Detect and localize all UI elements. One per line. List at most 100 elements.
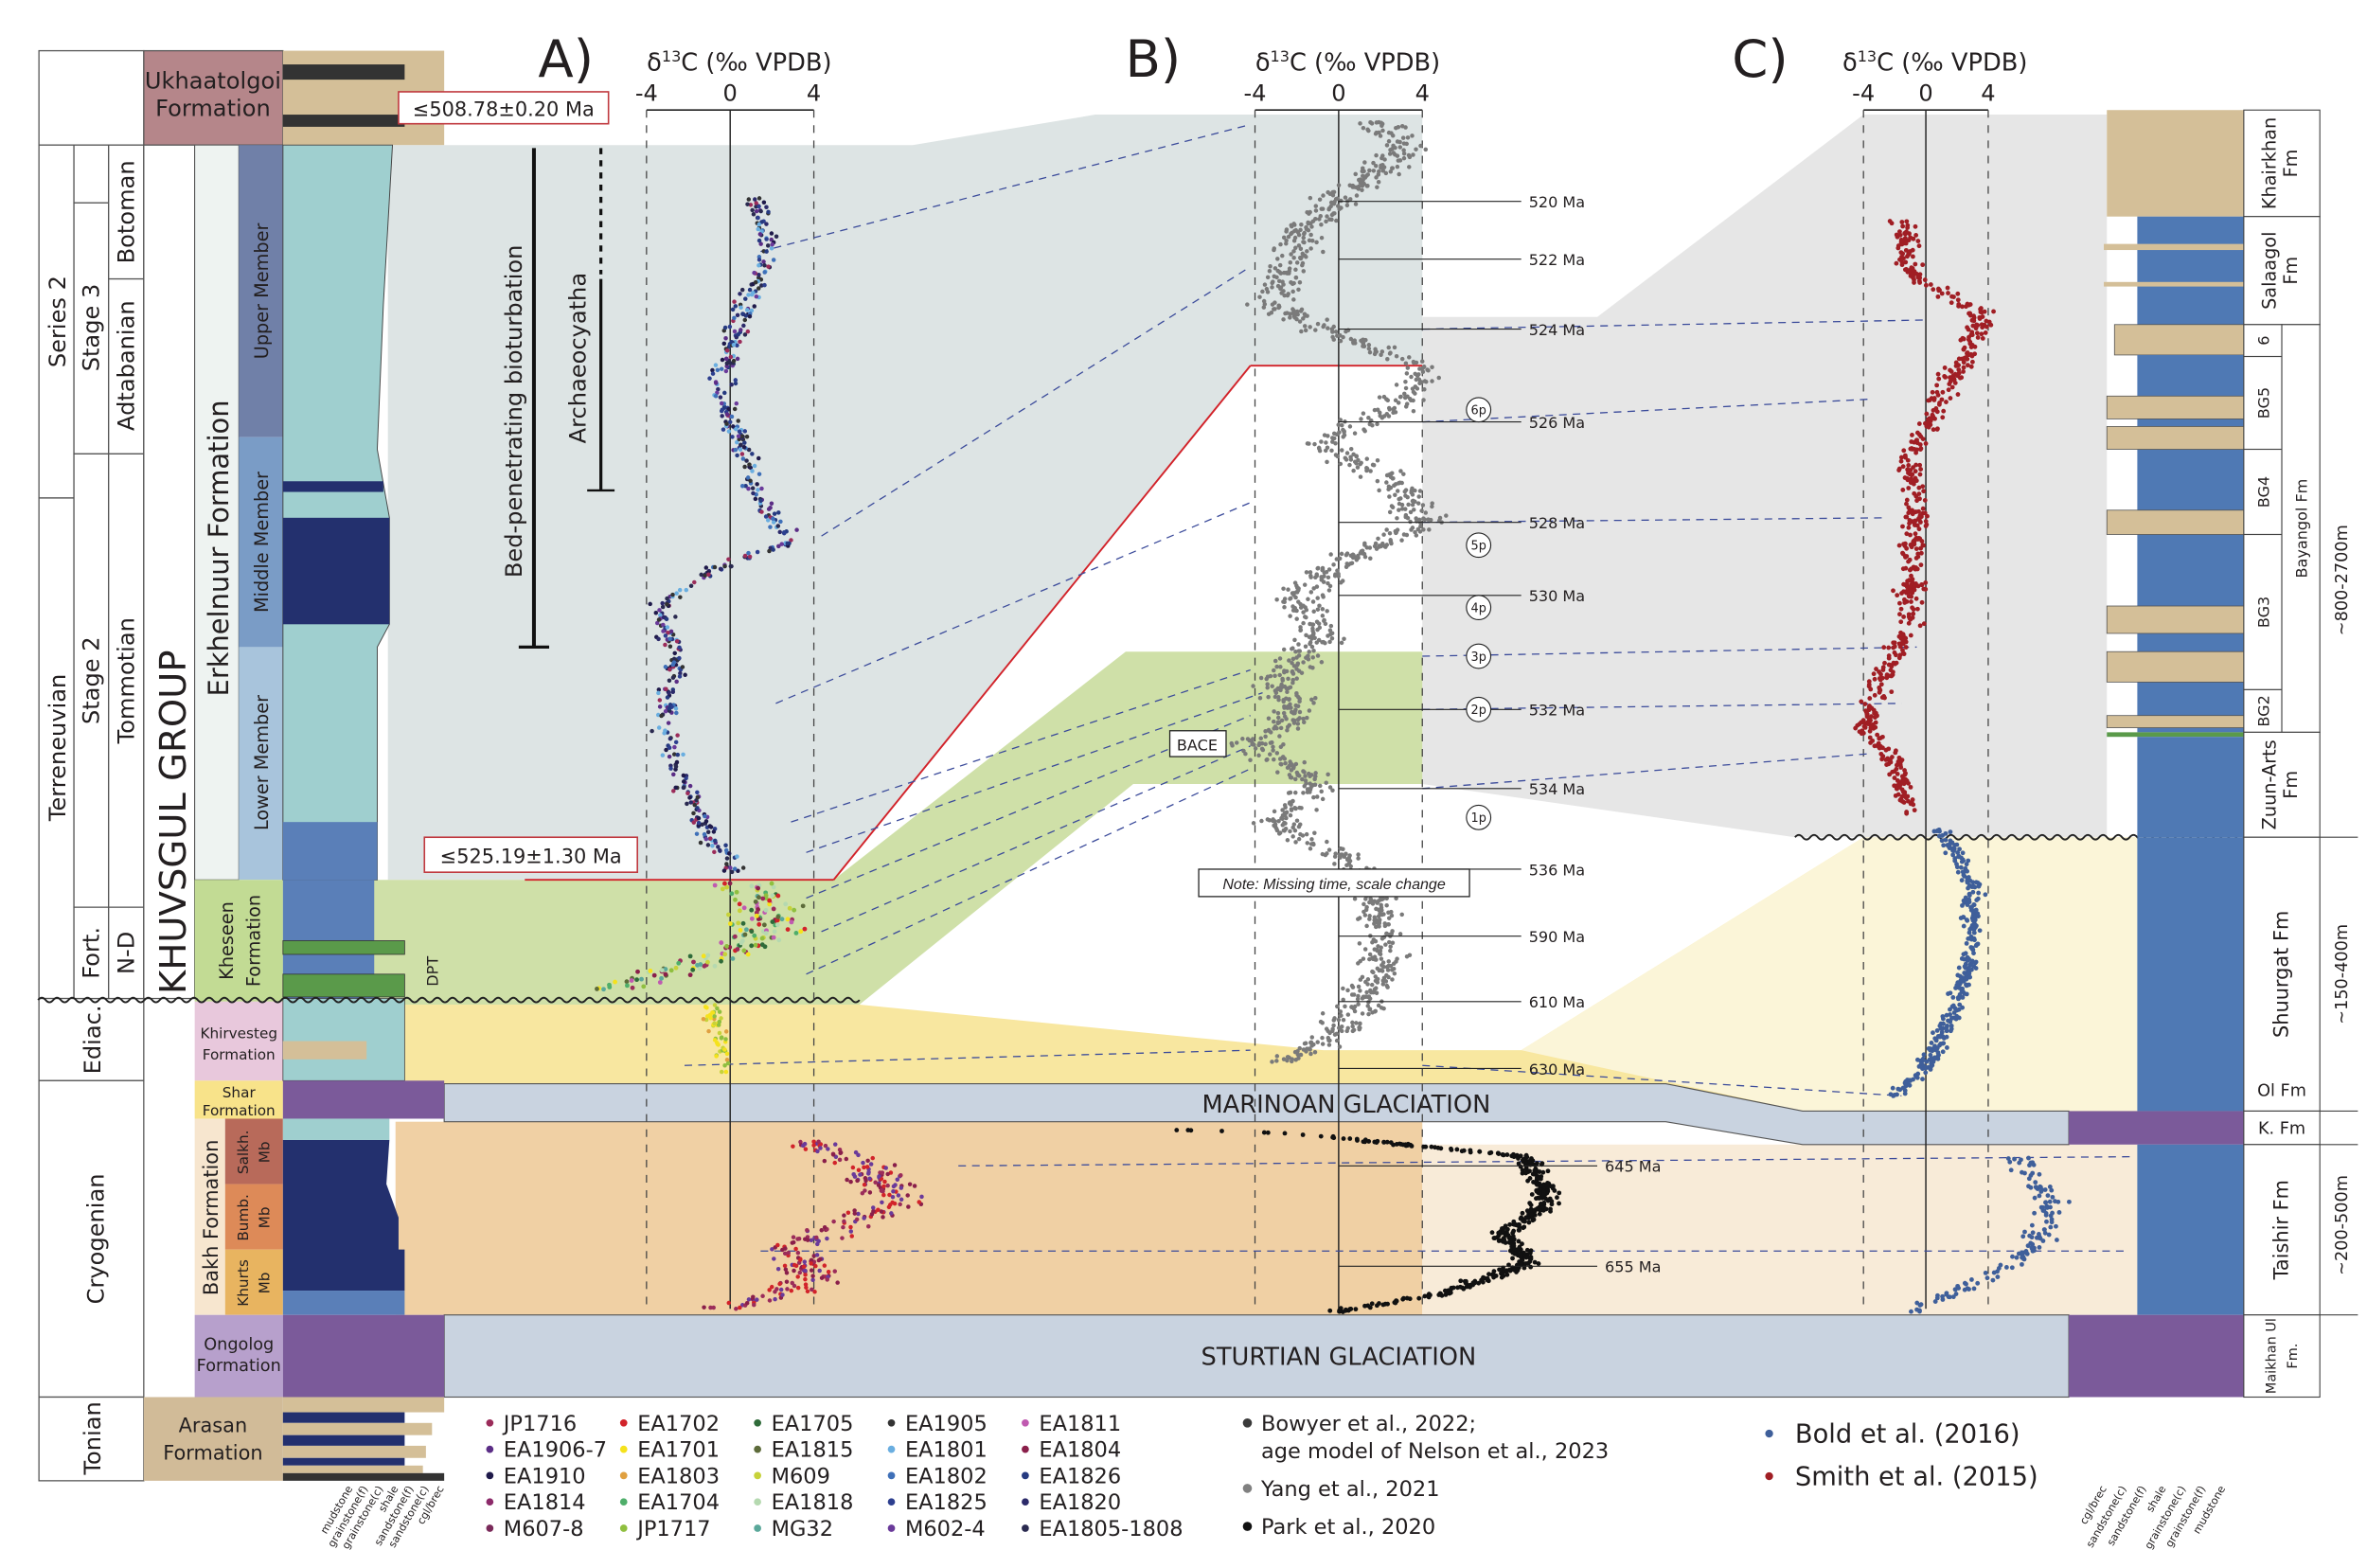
bold-data-point — [1995, 1274, 2001, 1279]
smith-data-point — [1967, 339, 1973, 345]
yang-data-point — [1367, 914, 1372, 918]
yang-data-point — [1290, 762, 1294, 767]
sample-data-point — [732, 406, 738, 412]
yang-data-point — [1293, 840, 1298, 845]
sample-data-point — [726, 912, 731, 918]
smith-data-point — [1904, 475, 1910, 481]
yang-data-point — [1320, 796, 1326, 802]
yang-data-point — [1284, 668, 1290, 674]
yang-data-point — [1297, 805, 1302, 811]
axis-title-rest: C (‰ VPDB) — [1290, 48, 1440, 77]
smith-data-point — [1899, 220, 1905, 224]
terreneuvian-label: Terreneuvian — [44, 674, 71, 822]
legend-marker — [887, 1471, 896, 1480]
bold-data-point — [2054, 1238, 2059, 1242]
bold-data-point — [1971, 930, 1977, 935]
yang-data-point — [1314, 640, 1319, 645]
sample-data-point — [756, 921, 762, 927]
yang-data-point — [1309, 697, 1314, 703]
yang-data-point — [1240, 737, 1245, 741]
sample-data-point — [759, 486, 764, 491]
park-data-point — [1518, 1247, 1523, 1253]
yang-data-point — [1339, 1013, 1344, 1018]
yang-data-point — [1403, 361, 1409, 366]
sample-data-point — [856, 1167, 862, 1173]
yang-data-point — [1251, 821, 1256, 826]
sample-data-point — [816, 1238, 821, 1244]
sample-data-point — [745, 329, 751, 334]
smith-data-point — [1901, 597, 1907, 602]
yang-data-point — [1335, 204, 1341, 208]
yang-data-point — [1278, 241, 1283, 247]
yang-data-point — [1419, 508, 1424, 513]
bold-data-point — [1969, 967, 1974, 972]
yang-data-point — [1413, 529, 1417, 535]
yang-data-point — [1390, 476, 1396, 481]
bold-data-point — [1970, 889, 1976, 895]
park-data-point — [1504, 1268, 1509, 1274]
yang-data-point — [1286, 764, 1291, 770]
park-data-point — [1516, 1227, 1522, 1233]
yang-data-point — [1377, 395, 1382, 400]
sample-data-point — [755, 549, 760, 555]
park-data-point — [1547, 1196, 1553, 1202]
fort-cell — [73, 906, 110, 1000]
sample-data-point — [684, 587, 689, 593]
yang-data-point — [1406, 152, 1412, 158]
smith-data-point — [1898, 458, 1904, 464]
yang-data-point — [1308, 846, 1313, 851]
smith-data-point — [1946, 387, 1951, 393]
smith-data-point — [1917, 442, 1923, 447]
yang-data-point — [1374, 546, 1379, 551]
park-data-point — [1523, 1215, 1529, 1221]
smith-data-point — [1927, 416, 1932, 421]
park-data-point — [1510, 1234, 1516, 1239]
sample-data-point — [880, 1170, 885, 1175]
yang-data-point — [1408, 509, 1414, 515]
sample-data-point — [748, 203, 754, 207]
smith-data-point — [1896, 655, 1902, 661]
left-lithology-key: mudstonegrainstone(f)grainstone(c)shales… — [318, 1484, 447, 1552]
sample-data-point — [786, 1250, 791, 1256]
legend-item: EA1815 — [754, 1438, 853, 1463]
smith-data-point — [1916, 243, 1922, 249]
sample-data-point — [744, 1300, 750, 1306]
yang-data-point — [1287, 697, 1291, 702]
sample-data-point — [891, 1184, 897, 1189]
yang-data-point — [1327, 217, 1332, 223]
yang-data-point — [1378, 952, 1382, 956]
tonian-cell — [38, 1396, 145, 1482]
age-label: 645 Ma — [1605, 1158, 1661, 1176]
panel-b-tick-label: 0 — [1331, 80, 1345, 107]
lower-member-cell — [239, 647, 283, 881]
left-lithology-column — [282, 50, 445, 1481]
sample-data-point — [766, 507, 772, 511]
sample-data-point — [641, 984, 647, 989]
smith-data-point — [1911, 274, 1915, 279]
yang-data-point — [1265, 817, 1271, 822]
yang-data-point — [1403, 379, 1408, 384]
sample-data-point — [683, 672, 687, 678]
sample-data-point — [716, 845, 721, 849]
sample-data-point — [803, 1282, 809, 1287]
yang-data-point — [1276, 831, 1282, 836]
yang-data-point — [1367, 917, 1372, 921]
right-formation-cell — [2243, 448, 2283, 536]
smith-data-point — [1889, 689, 1895, 695]
smith-data-point — [1898, 454, 1904, 460]
legend-item: EA1910 — [486, 1464, 586, 1488]
bold-data-point — [2045, 1193, 2051, 1199]
smith-data-point — [1961, 365, 1967, 370]
sample-data-point — [854, 1217, 860, 1222]
age-label: 522 Ma — [1529, 251, 1585, 269]
legend-marker — [619, 1418, 628, 1427]
sample-data-point — [684, 775, 688, 781]
legend-label: EA1704 — [637, 1490, 720, 1515]
sample-data-point — [811, 1254, 816, 1258]
yang-data-point — [1369, 982, 1375, 988]
yang-data-point — [1403, 404, 1409, 409]
legend-marker — [486, 1418, 494, 1427]
yang-data-point — [1366, 416, 1371, 420]
legend-label: Yang et al., 2021 — [1260, 1477, 1440, 1502]
yang-data-point — [1375, 976, 1380, 982]
